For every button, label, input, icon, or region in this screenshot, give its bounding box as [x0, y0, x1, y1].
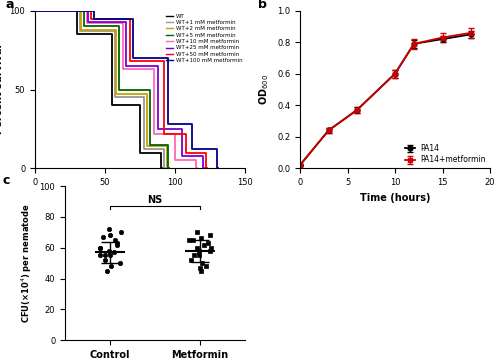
Text: NS: NS	[148, 195, 162, 205]
Point	[195, 248, 203, 254]
Text: a: a	[6, 0, 14, 11]
Point	[193, 245, 201, 251]
Point	[101, 253, 109, 258]
Point	[117, 229, 125, 235]
Text: c: c	[2, 174, 10, 187]
Point	[96, 245, 104, 251]
Point	[206, 233, 214, 238]
X-axis label: Time (hours): Time (hours)	[105, 193, 176, 203]
Text: b: b	[258, 0, 267, 11]
Y-axis label: OD$_{600}$: OD$_{600}$	[258, 74, 272, 105]
Point	[110, 250, 118, 255]
Point	[113, 240, 121, 246]
Point	[104, 248, 112, 254]
Point	[206, 248, 214, 254]
Point	[190, 253, 198, 258]
Point	[196, 236, 204, 241]
X-axis label: Time (hours): Time (hours)	[360, 193, 430, 203]
Y-axis label: CFU(×10$^{4}$) per nematode: CFU(×10$^{4}$) per nematode	[20, 203, 34, 323]
Point	[96, 253, 104, 258]
Point	[196, 265, 204, 271]
Point	[112, 242, 120, 247]
Point	[200, 242, 208, 247]
Point	[106, 233, 114, 238]
Point	[197, 268, 205, 274]
Point	[206, 245, 214, 251]
Point	[202, 263, 210, 269]
Point	[107, 263, 115, 269]
Point	[105, 226, 113, 232]
Point	[189, 237, 197, 243]
Point	[188, 257, 196, 263]
Y-axis label: Percent survival: Percent survival	[0, 44, 4, 135]
Legend: WT, WT+1 mM metformin, WT+2 mM metformin, WT+5 mM metformin, WT+10 mM metformin,: WT, WT+1 mM metformin, WT+2 mM metformin…	[166, 14, 242, 63]
Point	[103, 268, 111, 274]
Point	[96, 245, 104, 251]
Point	[204, 240, 212, 246]
Point	[106, 253, 114, 258]
Point	[116, 260, 124, 266]
Point	[193, 229, 201, 235]
Legend: PA14, PA14+metformin: PA14, PA14+metformin	[406, 144, 486, 164]
Point	[198, 260, 206, 266]
Point	[100, 257, 108, 263]
Point	[100, 234, 108, 240]
Point	[111, 237, 119, 243]
Point	[185, 237, 193, 243]
Point	[196, 253, 203, 258]
